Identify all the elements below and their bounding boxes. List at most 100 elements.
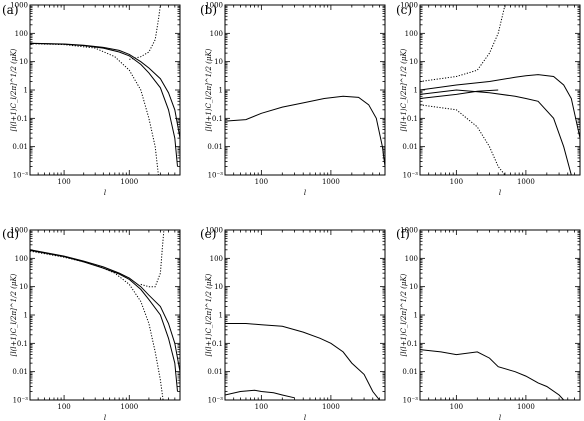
series-5-line	[420, 104, 506, 175]
y-tick-label: 1	[414, 87, 418, 95]
panel-label: (d)	[2, 227, 19, 241]
y-tick-label: 10	[409, 283, 418, 291]
plot-frame	[29, 4, 181, 176]
y-tick-label: 1	[24, 87, 28, 95]
y-tick-label: 10	[19, 58, 28, 66]
x-tick-label: 1000	[120, 178, 138, 186]
panel-c: (c) 100 1000 10⁻³ 0.01 0.1 1 10 100 1000 l [l(l+1)C…	[396, 2, 581, 197]
panel-label: (e)	[200, 227, 216, 241]
y-axis-label: [l(l+1)C_l/2π]^1/2 (μK)	[205, 48, 213, 131]
series-1-line	[420, 349, 565, 400]
x-tick-label: 100	[450, 178, 463, 186]
y-tick-label: 10⁻³	[208, 172, 224, 180]
plot-area	[30, 5, 180, 175]
y-tick-label: 100	[210, 30, 223, 38]
plot-area	[225, 95, 385, 167]
y-tick-label: 0.1	[407, 115, 418, 123]
y-tick-label: 1000	[10, 2, 28, 10]
panel-label: (a)	[2, 3, 19, 17]
series-3-line	[30, 250, 164, 400]
x-axis-label: l	[304, 414, 306, 421]
panel-a: (a) 100 1000 10⁻³ 0.01 0.1 1 10 100 1000 l [l(l+1)C…	[2, 2, 181, 197]
x-tick-label: 100	[450, 403, 463, 411]
series-4-line	[129, 5, 161, 60]
panel-label: (c)	[396, 3, 412, 17]
y-tick-label: 1000	[205, 227, 223, 235]
series-2-line	[30, 249, 178, 392]
y-tick-label: 0.1	[17, 340, 28, 348]
y-tick-label: 10	[214, 283, 223, 291]
series-3-line	[420, 89, 499, 99]
series-4-line	[140, 230, 165, 288]
panel-b: (b) 100 1000 10⁻³ 0.01 0.1 1 10 100 1000 l [l(l+1)C…	[200, 2, 386, 197]
y-tick-label: 10⁻³	[208, 397, 224, 405]
y-tick-label: 0.01	[207, 143, 223, 151]
panel-f: (f) 100 1000 10⁻³ 0.01 0.1 1 10 100 1000 l [l(l+1)C…	[396, 227, 581, 421]
series-3-line	[30, 43, 159, 175]
y-tick-label: 100	[210, 255, 223, 263]
y-tick-label: 100	[15, 30, 28, 38]
x-axis-label: l	[104, 189, 106, 197]
x-tick-label: 100	[57, 178, 70, 186]
x-tick-label: 100	[255, 403, 268, 411]
plot-area	[420, 5, 580, 175]
y-tick-label: 10⁻³	[13, 172, 29, 180]
y-tick-label: 1000	[10, 227, 28, 235]
panel-label: (f)	[396, 227, 410, 241]
y-tick-label: 1	[219, 312, 223, 320]
y-tick-label: 0.1	[17, 115, 28, 123]
x-tick-label: 1000	[517, 178, 535, 186]
x-tick-label: 1000	[517, 403, 535, 411]
y-tick-label: 1000	[400, 2, 418, 10]
y-tick-label: 100	[405, 255, 418, 263]
x-tick-label: 1000	[322, 178, 340, 186]
plot-area	[420, 349, 565, 400]
panel-d: (d) 100 1000 10⁻³ 0.01 0.1 1 10 100 1000 l [l(l+1)C…	[2, 227, 181, 421]
series-2-line	[420, 89, 572, 175]
plot-frame	[224, 4, 386, 176]
y-tick-label: 0.01	[402, 368, 418, 376]
y-tick-label: 0.01	[12, 143, 28, 151]
y-tick-label: 10	[214, 58, 223, 66]
series-2-line	[225, 389, 295, 399]
y-tick-label: 10⁻³	[403, 397, 419, 405]
y-tick-label: 100	[15, 255, 28, 263]
y-tick-label: 10	[19, 283, 28, 291]
plot-frame	[419, 229, 581, 401]
y-axis-label: [l(l+1)C_l/2π]^1/2 (μK)	[10, 273, 18, 356]
series-4-line	[420, 5, 506, 82]
plot-area	[225, 323, 380, 400]
y-tick-label: 0.1	[212, 115, 223, 123]
y-tick-label: 0.01	[402, 143, 418, 151]
y-tick-label: 10⁻³	[403, 172, 419, 180]
y-tick-label: 10	[409, 58, 418, 66]
y-tick-label: 0.01	[207, 368, 223, 376]
y-tick-label: 1000	[205, 2, 223, 10]
x-axis-label: l	[104, 414, 106, 421]
series-1-line	[420, 74, 580, 139]
x-tick-label: 1000	[120, 403, 138, 411]
y-tick-label: 1000	[400, 227, 418, 235]
x-axis-label: l	[499, 189, 501, 197]
x-tick-label: 100	[255, 178, 268, 186]
plot-frame	[419, 4, 581, 176]
series-2-line	[30, 42, 178, 167]
series-1-line	[30, 42, 180, 139]
plot-frame	[224, 229, 386, 401]
y-tick-label: 0.1	[212, 340, 223, 348]
x-tick-label: 100	[57, 403, 70, 411]
y-tick-label: 10⁻³	[13, 397, 29, 405]
y-axis-label: [l(l+1)C_l/2π]^1/2 (μK)	[400, 48, 408, 131]
y-axis-label: [l(l+1)C_l/2π]^1/2 (μK)	[10, 48, 18, 131]
y-tick-label: 0.1	[407, 340, 418, 348]
series-1-line	[30, 249, 180, 372]
plot-area	[30, 230, 180, 400]
y-axis-label: [l(l+1)C_l/2π]^1/2 (μK)	[205, 273, 213, 356]
x-tick-label: 1000	[322, 403, 340, 411]
panel-e: (e) 100 1000 10⁻³ 0.01 0.1 1 10 100 1000 l [l(l+1)C…	[200, 227, 386, 421]
y-axis-label: [l(l+1)C_l/2π]^1/2 (μK)	[400, 273, 408, 356]
y-tick-label: 1	[24, 312, 28, 320]
series-1-line	[225, 323, 380, 400]
y-tick-label: 1	[219, 87, 223, 95]
